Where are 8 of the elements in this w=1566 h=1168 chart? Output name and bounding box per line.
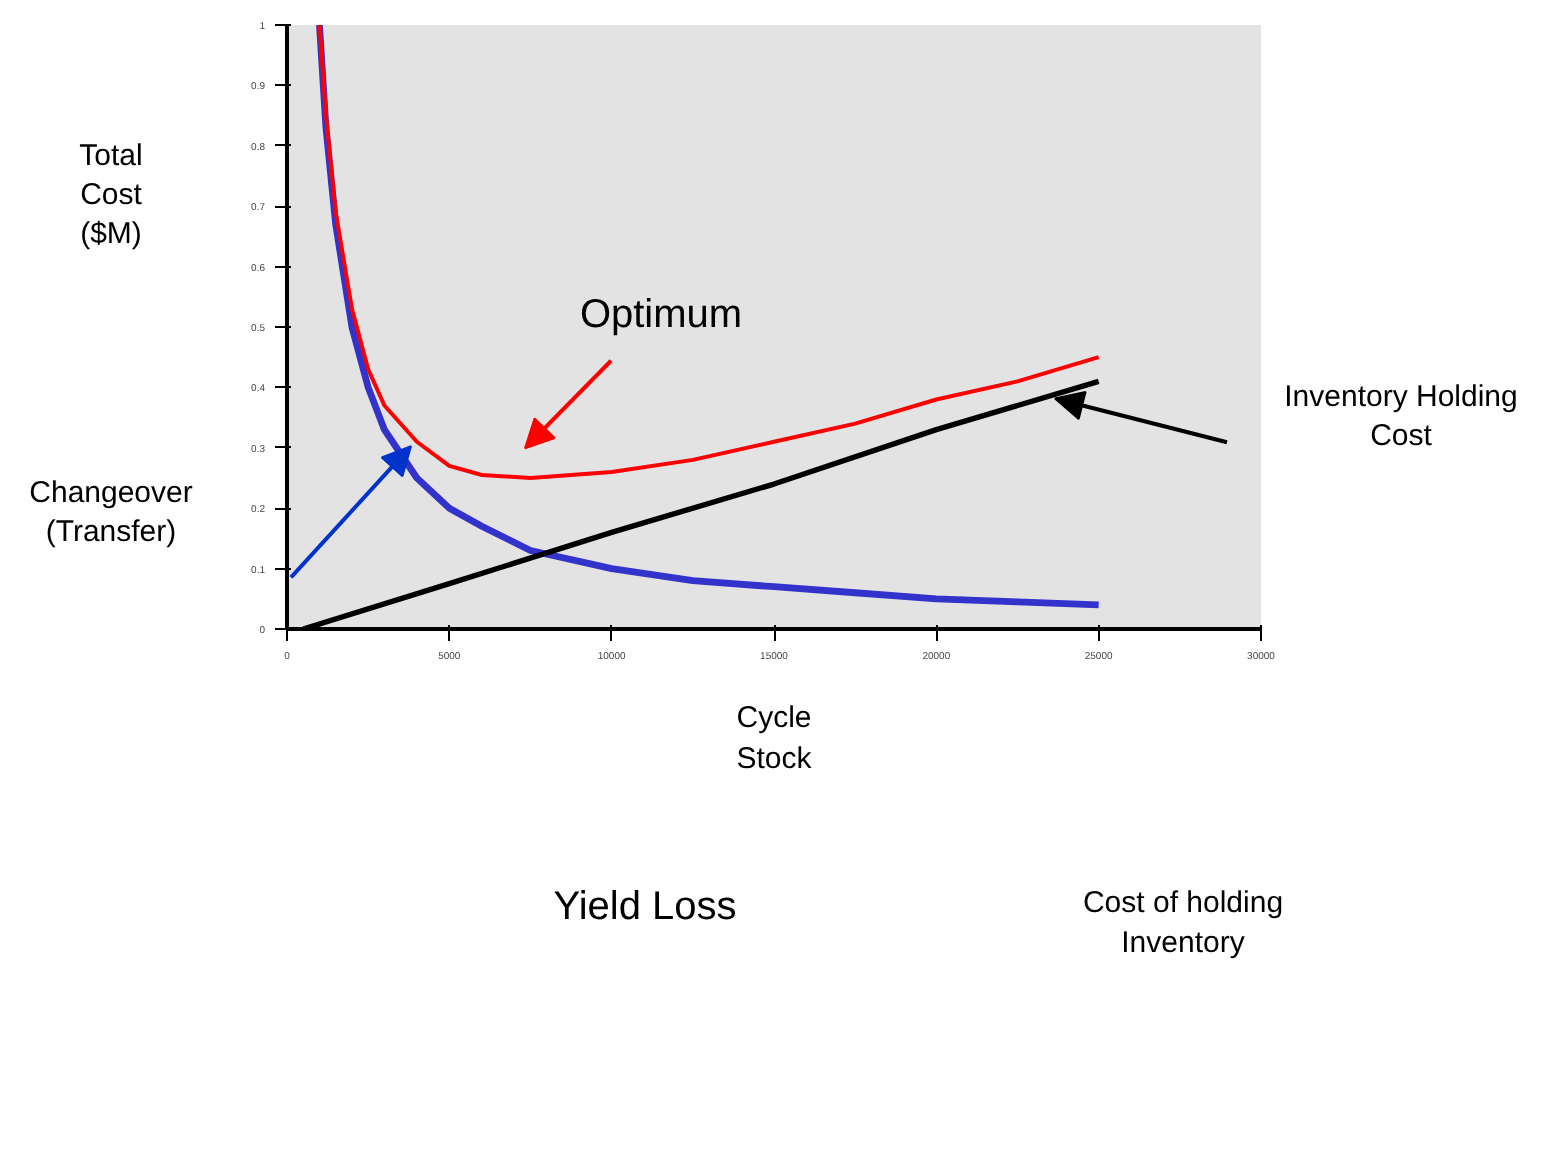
text: Inventory Holding Cost <box>1284 380 1518 454</box>
y-axis-title: Total Cost ($M) <box>79 139 144 252</box>
text: Cost of holding Inventory <box>1082 886 1284 960</box>
line-series <box>317 25 1101 480</box>
text: Yield Loss <box>553 885 737 929</box>
annotation: Optimum <box>579 293 743 338</box>
text: Changeover (Transfer) <box>29 476 193 550</box>
x-axis-title: Cycle Stock <box>736 701 813 776</box>
